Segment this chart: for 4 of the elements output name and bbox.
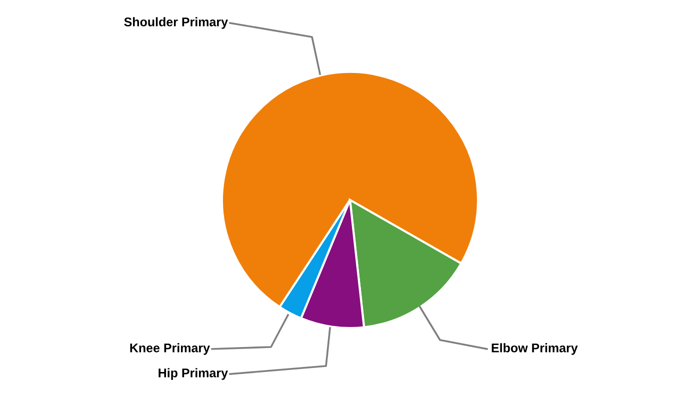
slice-label: Knee Primary	[130, 343, 210, 355]
slice-label: Hip Primary	[158, 368, 228, 380]
slice-label: Shoulder Primary	[124, 17, 228, 29]
slice-label: Elbow Primary	[492, 343, 578, 355]
